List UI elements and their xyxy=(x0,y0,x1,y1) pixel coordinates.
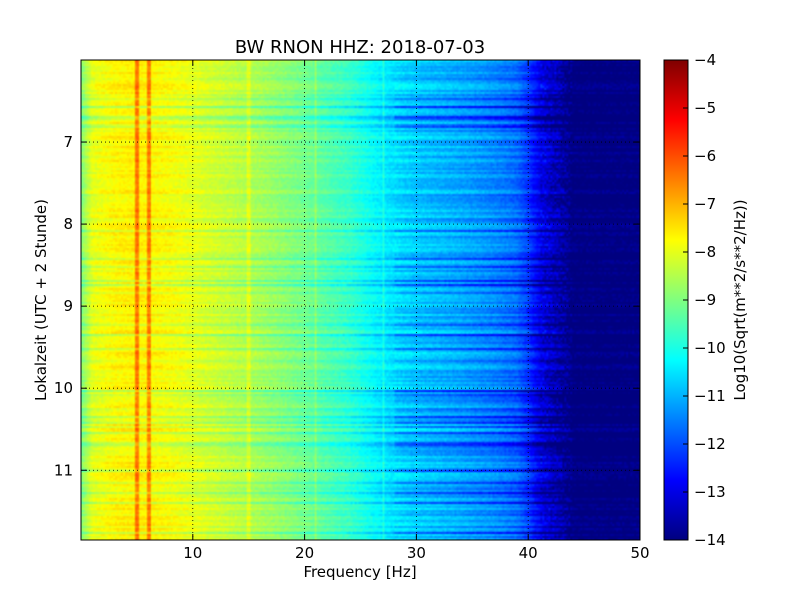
x-axis-label: Frequency [Hz] xyxy=(303,563,416,581)
colorbar-tick-label: −10 xyxy=(694,339,726,357)
x-axis: 10 20 30 40 50 xyxy=(183,60,650,562)
colorbar: −4 −5 −6 −7 −8 −9 −10 −11 −12 −13 −14 xyxy=(663,51,726,549)
x-tick-label: 10 xyxy=(183,544,202,562)
colorbar-tick-label: −7 xyxy=(694,195,716,213)
colorbar-tick-label: −14 xyxy=(694,531,726,549)
colorbar-tick-label: −12 xyxy=(694,435,726,453)
y-tick-label: 10 xyxy=(54,379,73,397)
x-tick-label: 40 xyxy=(519,544,538,562)
colorbar-gradient xyxy=(663,59,689,541)
y-tick-label: 8 xyxy=(63,215,73,233)
spectrogram-heatmap xyxy=(81,60,640,540)
colorbar-tick-label: −5 xyxy=(694,99,716,117)
plot-area: 10 20 30 40 50 7 8 9 10 11 xyxy=(54,59,650,562)
colorbar-label: Log10(Sqrt(m**2/s**2/Hz)) xyxy=(731,199,749,400)
plot-frame xyxy=(80,59,641,541)
y-tick-label: 11 xyxy=(54,461,73,479)
colorbar-tick-label: −4 xyxy=(694,51,716,69)
colorbar-ticks: −4 −5 −6 −7 −8 −9 −10 −11 −12 −13 −14 xyxy=(683,51,726,549)
colorbar-tick-label: −6 xyxy=(694,147,716,165)
x-tick-label: 20 xyxy=(295,544,314,562)
colorbar-tick-label: −8 xyxy=(694,243,716,261)
y-axis-label: Lokalzeit (UTC + 2 Stunde) xyxy=(32,199,50,401)
x-tick-label: 50 xyxy=(630,544,649,562)
colorbar-tick-label: −11 xyxy=(694,387,726,405)
x-tick-label: 30 xyxy=(407,544,426,562)
grid-lines xyxy=(81,60,640,540)
colorbar-tick-label: −9 xyxy=(694,291,716,309)
y-axis: 7 8 9 10 11 xyxy=(54,133,640,479)
y-tick-label: 7 xyxy=(63,133,73,151)
colorbar-tick-label: −13 xyxy=(694,483,726,501)
chart-title: BW RNON HHZ: 2018-07-03 xyxy=(235,37,485,58)
y-tick-label: 9 xyxy=(63,297,73,315)
